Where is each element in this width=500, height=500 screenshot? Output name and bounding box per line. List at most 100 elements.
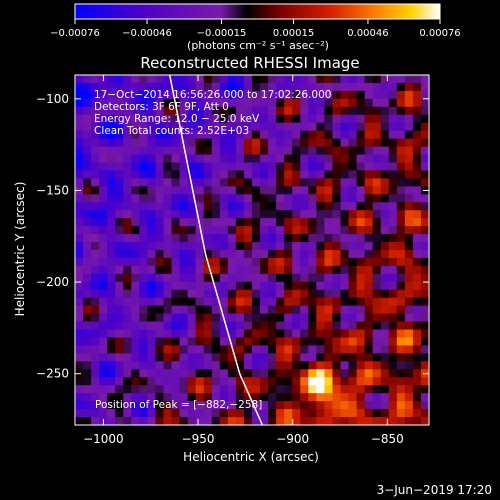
heatmap-cell xyxy=(235,130,245,140)
heatmap-cell xyxy=(187,234,197,243)
heatmap-cell xyxy=(91,345,100,354)
heatmap-cell xyxy=(324,409,333,418)
heatmap-cell xyxy=(340,154,349,163)
heatmap-cell xyxy=(131,154,140,163)
heatmap-cell xyxy=(252,401,261,410)
heatmap-cell xyxy=(195,82,205,92)
heatmap-cell xyxy=(300,337,309,346)
heatmap-cell xyxy=(284,281,293,291)
heatmap-cell xyxy=(235,409,245,418)
heatmap-cell xyxy=(83,75,92,84)
heatmap-cell xyxy=(147,377,156,386)
heatmap-cell xyxy=(99,401,108,410)
heatmap-cell xyxy=(388,90,398,100)
heatmap-cell xyxy=(268,90,277,100)
heatmap-cell xyxy=(372,385,382,394)
heatmap-cell xyxy=(260,210,269,219)
heatmap-cell xyxy=(324,313,333,322)
heatmap-cell xyxy=(139,417,148,425)
heatmap-cell xyxy=(123,226,132,235)
heatmap-cell xyxy=(131,257,140,267)
heatmap-cell xyxy=(91,361,100,370)
heatmap-cell xyxy=(187,202,197,211)
heatmap-cell xyxy=(308,345,317,354)
heatmap-cell xyxy=(203,90,213,100)
heatmap-cell xyxy=(195,377,205,386)
heatmap-cell xyxy=(227,218,237,227)
heatmap-cell xyxy=(107,313,116,322)
heatmap-cell xyxy=(356,122,366,132)
heatmap-cell xyxy=(380,417,390,425)
heatmap-cell xyxy=(420,361,429,370)
heatmap-cell xyxy=(99,337,108,346)
heatmap-cell xyxy=(147,281,156,291)
heatmap-cell xyxy=(404,130,414,140)
heatmap-cell xyxy=(268,218,277,227)
heatmap-cell xyxy=(115,345,124,354)
heatmap-cell xyxy=(300,186,309,195)
heatmap-cell xyxy=(372,417,382,425)
heatmap-cell xyxy=(412,273,422,283)
heatmap-cell xyxy=(147,417,156,425)
heatmap-cell xyxy=(179,393,189,402)
heatmap-cell xyxy=(260,226,269,235)
heatmap-cell xyxy=(332,257,341,267)
heatmap-cell xyxy=(147,202,156,211)
heatmap-cell xyxy=(203,170,213,179)
heatmap-cell xyxy=(211,178,221,187)
heatmap-cell xyxy=(131,98,140,108)
heatmap-cell xyxy=(308,401,317,410)
heatmap-cell xyxy=(276,234,285,243)
heatmap-cell xyxy=(324,305,333,315)
heatmap-cell xyxy=(155,401,164,410)
heatmap-cell xyxy=(404,305,414,315)
heatmap-cell xyxy=(260,146,269,155)
heatmap-cell xyxy=(276,361,285,370)
heatmap-cell xyxy=(268,353,277,362)
heatmap-cell xyxy=(268,265,277,275)
colorbar-frame xyxy=(74,3,441,20)
heatmap-cell xyxy=(243,75,253,84)
heatmap-cell xyxy=(332,170,341,179)
heatmap-cell xyxy=(91,130,100,140)
heatmap-cell xyxy=(123,154,132,163)
heatmap-cell xyxy=(115,393,124,402)
heatmap-cell xyxy=(404,273,414,283)
heatmap-cell xyxy=(155,146,164,155)
heatmap-cell xyxy=(219,138,229,147)
heatmap-cell xyxy=(163,361,172,370)
heatmap-cell xyxy=(420,409,429,418)
heatmap-cell xyxy=(380,75,390,84)
heatmap-cell xyxy=(348,250,357,259)
heatmap-cell xyxy=(155,106,164,116)
heatmap-cell xyxy=(187,250,197,259)
heatmap-cells xyxy=(75,75,429,425)
heatmap-cell xyxy=(252,178,261,187)
x-tick-label: −850 xyxy=(371,432,404,446)
heatmap-cell xyxy=(340,361,349,370)
heatmap-cell xyxy=(219,170,229,179)
heatmap-cell xyxy=(292,242,301,251)
heatmap-cell xyxy=(163,313,172,322)
heatmap-cell xyxy=(179,250,189,259)
heatmap-cell xyxy=(300,393,309,402)
heatmap-cell xyxy=(284,154,293,163)
heatmap-cell xyxy=(195,369,205,378)
heatmap-cell xyxy=(300,345,309,354)
heatmap-cell xyxy=(203,273,213,283)
heatmap-cell xyxy=(243,106,253,116)
heatmap-cell xyxy=(388,202,398,211)
heatmap-cell xyxy=(227,138,237,147)
heatmap-cell xyxy=(324,170,333,179)
heatmap-cell xyxy=(300,130,309,140)
heatmap-cell xyxy=(219,154,229,163)
heatmap-cell xyxy=(372,409,382,418)
heatmap-cell xyxy=(412,257,422,267)
heatmap-cell xyxy=(123,90,132,100)
heatmap-cell xyxy=(308,297,317,307)
heatmap-cell xyxy=(332,369,341,378)
heatmap-cell xyxy=(147,409,156,418)
heatmap-cell xyxy=(340,194,349,203)
heatmap-cell xyxy=(139,273,148,283)
heatmap-cell xyxy=(332,106,341,116)
